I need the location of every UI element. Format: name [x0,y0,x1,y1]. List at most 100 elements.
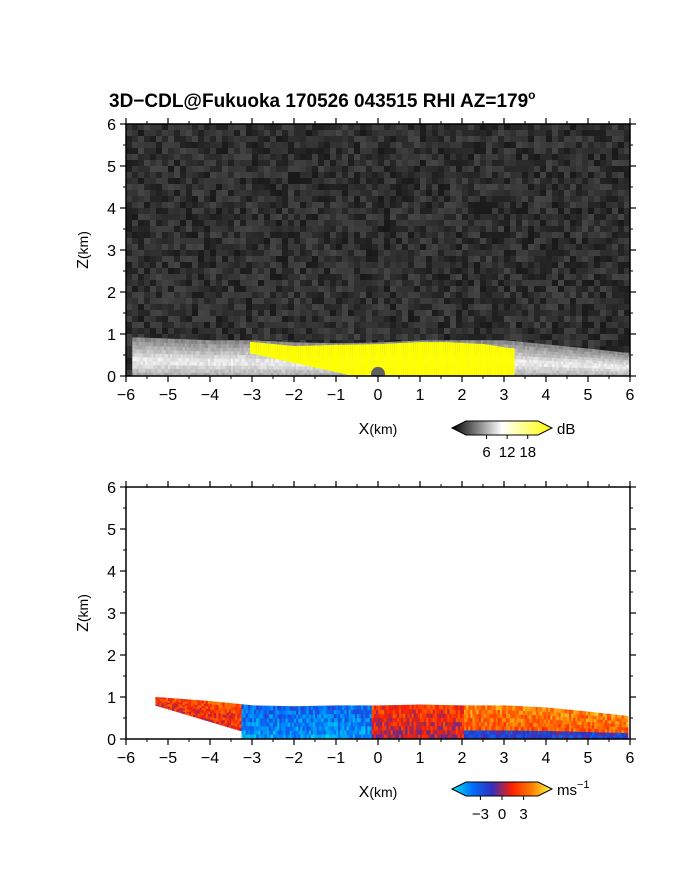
noise-cell [396,244,402,250]
noise-cell [546,190,552,196]
echo-cell [224,372,228,376]
echo-cell [176,372,179,376]
noise-cell [312,232,318,238]
echo-cell [189,354,192,359]
noise-cell [480,166,486,172]
noise-cell [456,274,462,280]
noise-cell [390,250,396,256]
echo-cell [149,364,152,369]
noise-cell [144,160,150,166]
echo-cell [149,360,152,366]
echo-cell [174,346,177,351]
noise-cell [372,154,378,160]
noise-cell [564,280,570,286]
echo-cell [260,340,263,345]
noise-cell [168,190,174,196]
noise-cell [438,274,444,280]
echo-cell [144,372,148,376]
noise-cell [300,148,306,154]
echo-cell [300,372,303,376]
noise-cell [528,298,534,304]
echo-cell [174,353,177,358]
noise-cell [234,190,240,196]
echo-cell [210,343,213,348]
noise-cell [498,298,504,304]
noise-cell [270,166,276,172]
noise-cell [594,244,600,250]
echo-cell [205,354,209,359]
noise-cell [138,238,144,244]
echo-cell [254,361,257,366]
echo-cell [147,356,150,362]
noise-cell [360,226,366,232]
noise-cell [396,328,402,334]
noise-cell [312,172,318,178]
noise-cell [354,286,360,292]
echo-cell [197,361,200,366]
saturated-cell [331,344,335,372]
echo-cell [186,354,190,359]
echo-cell [233,365,236,370]
noise-cell [180,160,186,166]
echo-cell [273,365,276,370]
noise-cell [432,214,438,220]
noise-cell [366,208,372,214]
noise-cell [180,220,186,226]
noise-cell [210,202,216,208]
noise-cell [186,268,192,274]
echo-cell [233,372,236,376]
noise-cell [312,154,318,160]
echo-cell [233,351,236,356]
noise-cell [258,256,264,262]
noise-cell [408,208,414,214]
noise-cell [474,172,480,178]
noise-cell [294,202,300,208]
noise-cell [510,292,516,298]
noise-cell [228,244,234,250]
noise-cell [144,328,150,334]
noise-cell [564,208,570,214]
noise-cell [588,172,594,178]
noise-cell [558,166,564,172]
noise-cell [468,310,474,316]
noise-cell [624,238,630,244]
noise-cell [300,208,306,214]
noise-cell [420,310,426,316]
echo-cell [231,372,234,376]
noise-cell [534,190,540,196]
noise-cell [264,178,270,184]
noise-cell [156,238,162,244]
echo-cell [142,337,146,343]
echo-cell [149,345,152,350]
noise-cell [438,214,444,220]
noise-cell [264,220,270,226]
noise-cell [582,340,588,346]
noise-cell [138,130,144,136]
noise-cell [414,226,420,232]
noise-cell [384,250,390,256]
noise-cell [534,322,540,328]
noise-cell [330,130,336,136]
noise-cell [558,322,564,328]
noise-cell [354,304,360,310]
noise-cell [270,202,276,208]
noise-cell [450,160,456,166]
echo-cell [172,368,175,373]
noise-cell [264,172,270,178]
saturated-cell [285,345,289,362]
noise-cell [240,286,246,292]
noise-cell [468,160,474,166]
noise-cell [576,280,582,286]
echo-cell [243,365,247,370]
echo-cell [268,369,272,374]
echo-cell [344,372,347,376]
echo-cell [163,372,167,376]
noise-cell [162,244,168,250]
noise-cell [264,238,270,244]
noise-cell [558,196,564,202]
noise-cell [210,274,216,280]
echo-cell [161,368,165,373]
noise-cell [540,136,546,142]
noise-cell [516,214,522,220]
echo-cell [176,338,179,344]
